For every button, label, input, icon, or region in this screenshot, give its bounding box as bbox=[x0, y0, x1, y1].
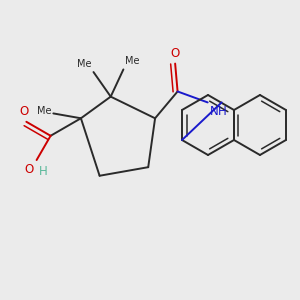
Text: Me: Me bbox=[37, 106, 51, 116]
Text: N: N bbox=[210, 105, 218, 119]
Text: Me: Me bbox=[77, 59, 92, 69]
Text: H: H bbox=[39, 165, 47, 178]
Text: Me: Me bbox=[125, 56, 140, 66]
Text: O: O bbox=[24, 163, 34, 176]
Text: O: O bbox=[170, 46, 180, 60]
Text: H: H bbox=[218, 105, 226, 119]
Text: O: O bbox=[20, 105, 29, 118]
